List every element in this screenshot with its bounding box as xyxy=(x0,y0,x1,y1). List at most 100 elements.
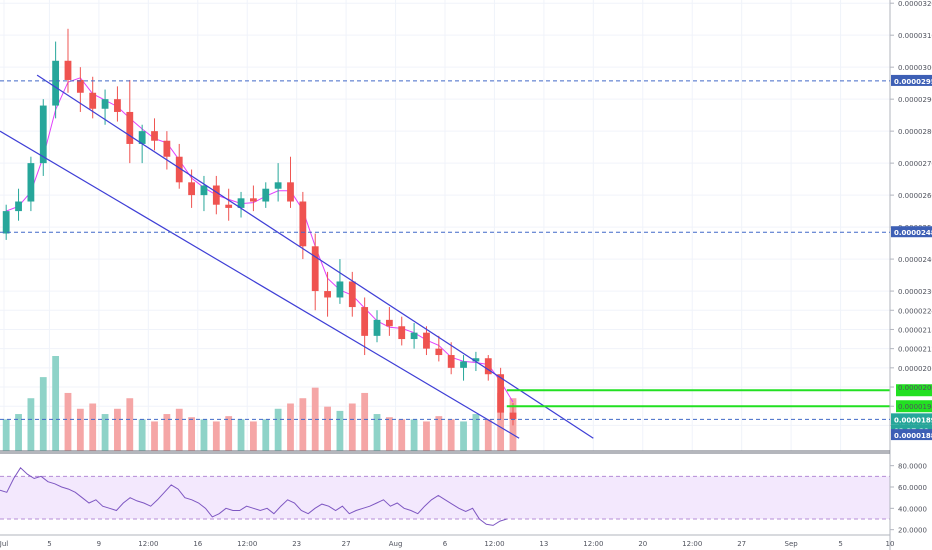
candle-body xyxy=(163,140,171,157)
volume-bar xyxy=(225,416,233,451)
candle-body xyxy=(126,111,134,144)
candle-body xyxy=(373,319,381,336)
rsi-band-fill xyxy=(0,476,890,519)
candle-body xyxy=(435,348,443,356)
volume-bar xyxy=(89,403,97,451)
rsi-tick-label: 40.0000 xyxy=(898,505,927,513)
candle-body xyxy=(237,198,245,208)
candle-body xyxy=(299,201,307,247)
candle-body xyxy=(64,60,72,80)
candle-body xyxy=(311,246,319,292)
volume-bar xyxy=(27,398,35,451)
volume-bar xyxy=(200,419,208,451)
volume-bar xyxy=(410,419,418,451)
channel-lower-line xyxy=(0,130,520,439)
channel-upper-line xyxy=(36,74,594,439)
candle-body xyxy=(447,355,455,368)
price-label-box xyxy=(891,429,932,441)
rsi-axis[interactable]: 80.0000 60.0000 40.0000 20.0000 xyxy=(890,463,927,535)
time-tick-label: 12:00 xyxy=(138,540,158,548)
time-tick-label: 5 xyxy=(838,540,842,548)
price-label-text: 0.00002957 xyxy=(894,78,932,86)
price-tick-label: 0.00002400 xyxy=(898,256,932,264)
candle-body xyxy=(52,60,60,106)
time-tick-label: 6 xyxy=(443,540,448,548)
volume-bar xyxy=(423,421,430,451)
volume-bar xyxy=(15,414,22,451)
time-tick-label: 5 xyxy=(47,540,51,548)
candle-body xyxy=(200,185,208,196)
candle-body xyxy=(348,281,356,308)
price-tick-label: 0.00002180 xyxy=(898,326,932,334)
rsi-tick-label: 60.0000 xyxy=(898,484,927,492)
candle-body xyxy=(497,374,505,413)
candle-body xyxy=(138,131,146,144)
rsi-tick-label: 20.0000 xyxy=(898,527,927,535)
time-tick-label: 27 xyxy=(342,540,351,548)
candle-body xyxy=(472,358,480,362)
volume-bar xyxy=(188,417,195,451)
rsi-band xyxy=(0,475,890,520)
candle-body xyxy=(27,163,35,202)
price-tick-label: 0.00002700 xyxy=(898,160,932,168)
volume-bar xyxy=(212,421,220,451)
time-tick-label: Aug xyxy=(389,540,403,548)
volume-bar xyxy=(52,356,60,451)
time-axis[interactable]: Jul 5 9 12:00 16 12:00 23 27 Aug 6 12:00 13 12:00 20 1… xyxy=(0,540,894,548)
candle-body xyxy=(39,105,47,164)
candle-body xyxy=(324,291,331,298)
candle-body xyxy=(188,182,195,196)
price-tick-label: 0.00002300 xyxy=(898,288,932,296)
volume-bar xyxy=(138,419,146,451)
volume-bar xyxy=(126,398,134,451)
volume-bar xyxy=(151,421,158,451)
candle-body xyxy=(287,182,294,202)
candles xyxy=(2,28,517,426)
volume-bar xyxy=(447,419,455,451)
price-tick-label: 0.00002900 xyxy=(898,96,932,104)
time-tick-label: 12:00 xyxy=(583,540,603,548)
time-tick-label: 12:00 xyxy=(484,540,504,548)
candle-body xyxy=(262,188,270,202)
volume-bar xyxy=(484,419,492,451)
volume-bar xyxy=(435,416,443,451)
volume-bar xyxy=(39,377,47,451)
volume-bar xyxy=(348,403,356,451)
price-label-box xyxy=(891,74,932,86)
resistance-marker xyxy=(896,400,932,413)
candle-body xyxy=(151,131,158,141)
candle-body xyxy=(212,185,220,205)
volume-bar xyxy=(262,419,270,451)
volume-bar xyxy=(336,410,344,451)
candle-body xyxy=(101,99,109,109)
volume-bar xyxy=(237,419,245,451)
volume-bar xyxy=(64,392,72,451)
trend-channel[interactable] xyxy=(0,74,594,439)
volume-bar xyxy=(460,421,467,451)
volume-bar xyxy=(274,408,282,451)
volume-bar xyxy=(287,403,294,451)
volume-bar xyxy=(398,419,406,451)
time-tick-label: 20 xyxy=(638,540,647,548)
rsi-line xyxy=(0,467,507,526)
price-label-box xyxy=(891,413,932,425)
candle-body xyxy=(361,307,369,336)
rsi-series-line xyxy=(0,467,507,526)
candle-body xyxy=(336,281,344,298)
price-tick-label: 0.00003000 xyxy=(898,64,932,72)
price-tick-label: 0.00001940 xyxy=(898,403,932,411)
price-tick-label: 0.00002240 xyxy=(898,307,932,315)
candle-body xyxy=(509,412,517,420)
horizontal-levels[interactable] xyxy=(506,384,932,413)
volume-bar xyxy=(2,419,10,451)
candle-body xyxy=(76,79,84,93)
price-tick-label: 0.00002120 xyxy=(898,346,932,354)
candle-body xyxy=(410,332,418,340)
candle-body xyxy=(225,204,233,208)
volume-bar xyxy=(324,406,331,451)
volume-bar xyxy=(361,392,369,451)
volume-bar xyxy=(472,414,480,451)
time-tick-label: Sep xyxy=(785,540,799,548)
